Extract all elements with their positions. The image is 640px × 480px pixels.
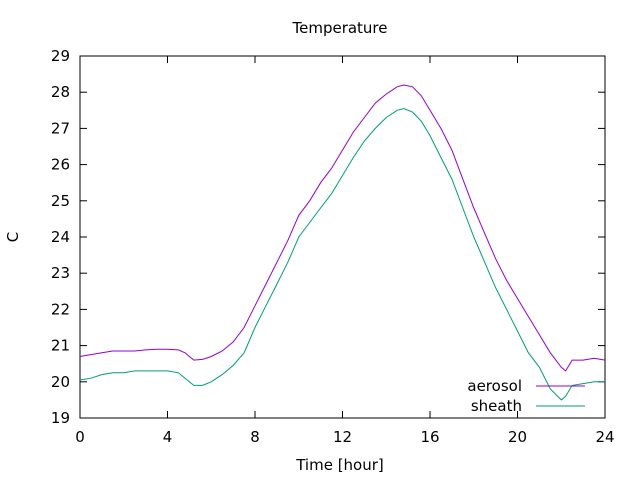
- y-tick-label: 26: [51, 156, 70, 174]
- y-tick-label: 21: [51, 337, 70, 355]
- legend-label-sheath: sheath: [471, 397, 522, 415]
- y-tick-label: 23: [51, 264, 70, 282]
- chart-title: Temperature: [291, 19, 387, 37]
- series-layer: [79, 84, 606, 401]
- y-tick-label: 27: [51, 119, 70, 137]
- x-tick-label: 0: [75, 428, 85, 446]
- y-tick-label: 24: [51, 228, 70, 246]
- x-tick-label: 16: [420, 428, 439, 446]
- plot-frame: [79, 55, 606, 419]
- y-axis: 19 20 21 22 23 24 25 26 27 28 29: [51, 47, 605, 427]
- x-axis: 0 4 8 12 16 20 24: [75, 56, 615, 446]
- x-tick-label: 24: [595, 428, 614, 446]
- y-tick-label: 28: [51, 83, 70, 101]
- x-tick-label: 20: [508, 428, 527, 446]
- y-tick-label: 29: [51, 47, 70, 65]
- series-line-aerosol: [79, 84, 606, 372]
- legend-label-aerosol: aerosol: [467, 377, 522, 395]
- series-line-sheath: [79, 107, 605, 401]
- x-axis-label: Time [hour]: [295, 456, 384, 474]
- y-axis-label: C: [4, 232, 22, 242]
- x-tick-label: 12: [333, 428, 352, 446]
- y-tick-label: 20: [51, 373, 70, 391]
- x-tick-label: 8: [250, 428, 260, 446]
- y-tick-label: 19: [51, 409, 70, 427]
- y-tick-label: 25: [51, 192, 70, 210]
- legend: aerosol sheath: [467, 377, 585, 415]
- x-tick-label: 4: [163, 428, 173, 446]
- y-tick-label: 22: [51, 300, 70, 318]
